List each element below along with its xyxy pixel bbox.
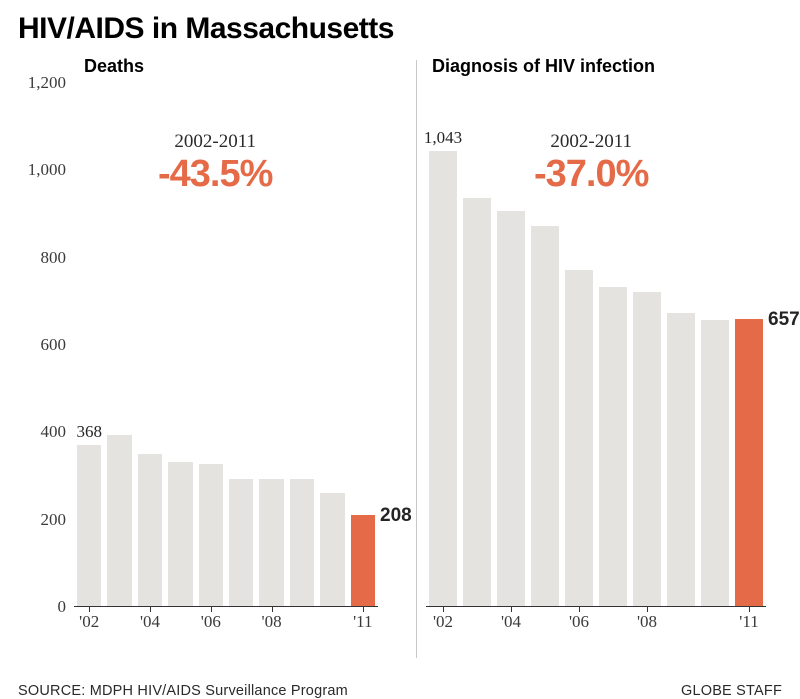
- bar: [565, 270, 592, 606]
- subtitle-deaths: Deaths: [84, 56, 394, 77]
- bar: [599, 287, 626, 606]
- bars-area: 1,043657'02'04'06'08'11: [426, 83, 766, 607]
- bar: [107, 435, 131, 606]
- bar: [290, 479, 314, 606]
- bar: [320, 493, 344, 606]
- bar: [351, 515, 375, 606]
- x-tick-label: '04: [140, 612, 160, 632]
- bar: [229, 479, 253, 606]
- x-tick-label: '08: [262, 612, 282, 632]
- panel-diagnosis: Diagnosis of HIV infection 2002-2011 -37…: [414, 56, 782, 643]
- bar: [138, 454, 162, 606]
- bar-value-label: 368: [76, 422, 102, 442]
- bar: [531, 226, 558, 606]
- y-tick-label: 400: [18, 422, 66, 442]
- y-tick-label: 600: [18, 335, 66, 355]
- bar: [667, 313, 694, 606]
- bar: [199, 464, 223, 606]
- bar: [735, 319, 762, 606]
- x-tick-label: '06: [201, 612, 221, 632]
- bar: [429, 151, 456, 606]
- panel-deaths: Deaths 2002-2011 -43.5% 02004006008001,0…: [18, 56, 394, 643]
- y-tick-label: 800: [18, 248, 66, 268]
- x-tick-label: '06: [569, 612, 589, 632]
- source-text: SOURCE: MDPH HIV/AIDS Surveillance Progr…: [18, 683, 348, 699]
- x-tick-label: '08: [637, 612, 657, 632]
- y-tick-label: 1,000: [18, 160, 66, 180]
- x-tick-label: '11: [739, 612, 758, 632]
- bar: [633, 292, 660, 606]
- y-tick-label: 200: [18, 510, 66, 530]
- bar-value-label: 1,043: [424, 128, 462, 148]
- plot-diagnosis: 2002-2011 -37.0% 1,043657'02'04'06'08'11: [414, 83, 782, 643]
- subtitle-diagnosis: Diagnosis of HIV infection: [432, 56, 782, 77]
- charts-row: Deaths 2002-2011 -43.5% 02004006008001,0…: [18, 56, 782, 643]
- y-tick-label: 0: [18, 597, 66, 617]
- x-tick-label: '02: [79, 612, 99, 632]
- x-tick-label: '04: [501, 612, 521, 632]
- footer: SOURCE: MDPH HIV/AIDS Surveillance Progr…: [18, 683, 782, 699]
- bar: [168, 462, 192, 606]
- bar-value-label: 208: [380, 505, 412, 527]
- bars-area: 368208'02'04'06'08'11: [74, 83, 378, 607]
- bar: [77, 445, 101, 606]
- x-tick-label: '11: [353, 612, 372, 632]
- bar: [701, 320, 728, 606]
- page-title: HIV/AIDS in Massachusetts: [18, 12, 782, 46]
- bar: [463, 198, 490, 606]
- bar: [259, 479, 283, 606]
- y-tick-label: 1,200: [18, 73, 66, 93]
- bar-value-label: 657: [768, 309, 800, 331]
- bar: [497, 211, 524, 606]
- credit-text: GLOBE STAFF: [681, 683, 782, 699]
- x-tick-label: '02: [433, 612, 453, 632]
- plot-deaths: 2002-2011 -43.5% 02004006008001,0001,200…: [18, 83, 394, 643]
